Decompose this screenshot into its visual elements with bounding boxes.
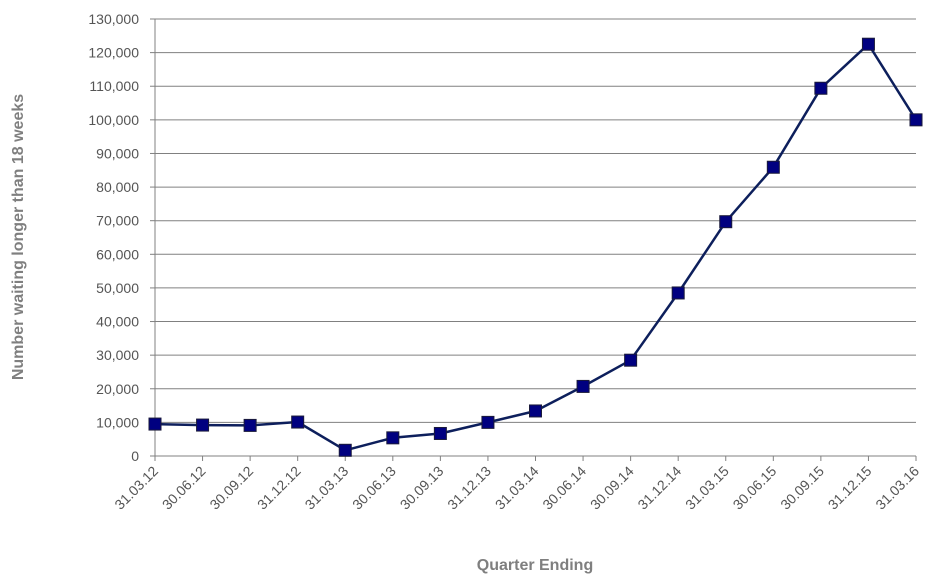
data-point-marker bbox=[909, 113, 923, 127]
data-point-marker bbox=[291, 415, 305, 429]
data-point-marker bbox=[861, 37, 875, 51]
series-group bbox=[148, 37, 923, 457]
x-tick-label: 30.09.12 bbox=[206, 463, 256, 513]
data-point-marker bbox=[386, 431, 400, 445]
x-tick-label: 31.12.15 bbox=[825, 463, 875, 513]
y-tick-label: 10,000 bbox=[96, 414, 139, 430]
data-point-marker bbox=[719, 215, 733, 229]
y-tick-label: 100,000 bbox=[88, 112, 139, 128]
data-point-marker bbox=[814, 81, 828, 95]
data-point-marker bbox=[576, 379, 590, 393]
x-axis-title: Quarter Ending bbox=[477, 557, 593, 574]
x-tick-label: 31.03.12 bbox=[111, 463, 161, 513]
data-point-marker bbox=[624, 353, 638, 367]
y-tick-label: 80,000 bbox=[96, 179, 139, 195]
x-tick-label: 31.03.16 bbox=[872, 463, 922, 513]
x-tick-label: 30.06.12 bbox=[159, 463, 209, 513]
y-axis-ticks: 0 10,000 20,000 30,000 40,000 50,000 60,000 70,… bbox=[88, 11, 155, 464]
y-tick-label: 40,000 bbox=[96, 314, 139, 330]
y-tick-label: 0 bbox=[131, 448, 139, 464]
data-point-marker bbox=[148, 417, 162, 431]
y-tick-label: 130,000 bbox=[88, 11, 139, 27]
y-tick-label: 70,000 bbox=[96, 213, 139, 229]
data-point-marker bbox=[243, 418, 257, 432]
data-point-marker bbox=[433, 426, 447, 440]
y-tick-label: 90,000 bbox=[96, 145, 139, 161]
data-point-marker bbox=[529, 404, 542, 418]
y-axis-title: Number waiting longer than 18 weeks bbox=[10, 94, 27, 380]
x-axis-ticks: 31.03.1230.06.1230.09.1231.12.1231.03.13… bbox=[111, 456, 922, 513]
gridlines bbox=[155, 18, 916, 423]
x-tick-label: 31.12.14 bbox=[634, 463, 684, 513]
y-tick-label: 60,000 bbox=[96, 246, 139, 262]
y-tick-label: 50,000 bbox=[96, 280, 139, 296]
data-point-marker bbox=[766, 160, 780, 174]
y-tick-label: 30,000 bbox=[96, 347, 139, 363]
x-tick-label: 31.03.15 bbox=[682, 463, 732, 513]
y-tick-label: 20,000 bbox=[96, 381, 139, 397]
x-tick-label: 31.12.12 bbox=[254, 463, 304, 513]
series-line bbox=[154, 42, 918, 452]
x-tick-label: 30.09.14 bbox=[587, 463, 637, 513]
x-tick-label: 31.03.14 bbox=[492, 463, 542, 513]
data-point-marker bbox=[338, 443, 352, 457]
data-point-marker bbox=[671, 286, 685, 300]
x-tick-label: 30.06.14 bbox=[539, 463, 589, 513]
x-tick-label: 30.06.15 bbox=[730, 463, 780, 513]
y-tick-label: 120,000 bbox=[88, 45, 139, 61]
y-tick-label: 110,000 bbox=[89, 78, 139, 94]
x-tick-label: 30.09.13 bbox=[397, 463, 447, 513]
data-point-marker bbox=[481, 415, 495, 429]
x-tick-label: 30.06.13 bbox=[349, 463, 399, 513]
x-tick-label: 30.09.15 bbox=[777, 463, 827, 513]
x-tick-label: 31.03.13 bbox=[302, 463, 352, 513]
x-tick-label: 31.12.13 bbox=[444, 463, 494, 513]
data-point-marker bbox=[196, 418, 210, 432]
